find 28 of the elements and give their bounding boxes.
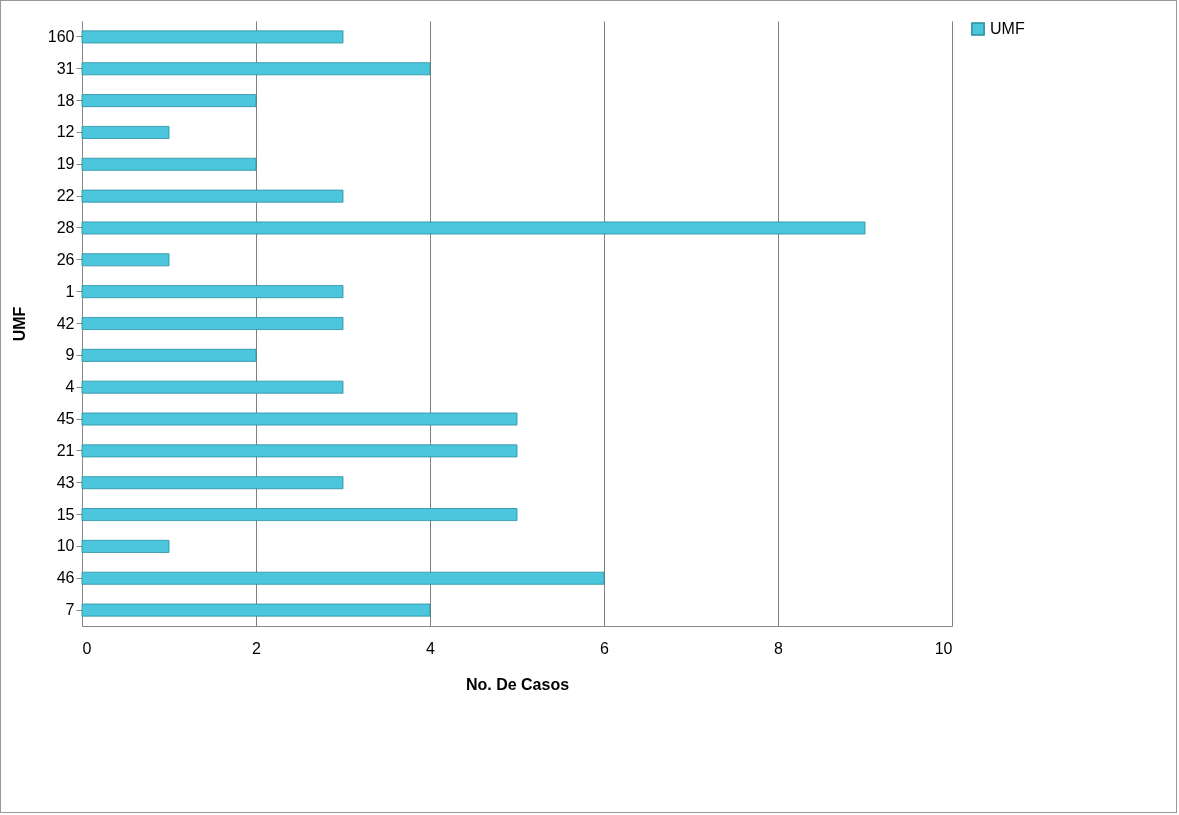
y-tick-label: 10 (56, 537, 75, 555)
y-tick-label: 22 (56, 187, 75, 205)
y-tick-label: 31 (56, 59, 75, 77)
y-tick-label: 7 (65, 601, 75, 619)
y-tick-label: 160 (47, 27, 75, 45)
x-tick-label: 4 (426, 639, 436, 657)
y-tick-label: 45 (56, 410, 75, 428)
y-tick-label: 18 (56, 91, 75, 109)
y-tick-label: 46 (56, 569, 75, 587)
legend-label: UMF (990, 20, 1025, 37)
y-tick-label: 9 (65, 346, 75, 364)
y-axis-title: UMF (10, 306, 28, 342)
y-tick-label: 4 (65, 378, 75, 396)
x-tick-label: 6 (600, 639, 610, 657)
x-tick-label: 0 (82, 639, 92, 657)
y-tick-label: 15 (56, 505, 75, 523)
x-axis-title: No. De Casos (465, 675, 570, 693)
x-tick-label: 2 (252, 639, 262, 657)
y-tick-label: 42 (56, 314, 75, 332)
y-tick-label: 12 (56, 123, 75, 141)
y-tick-label: 43 (56, 473, 75, 491)
x-tick-label: 10 (934, 639, 953, 657)
x-tick-label: 8 (774, 639, 784, 657)
y-tick-label: 26 (56, 250, 75, 268)
y-tick-label: 28 (56, 218, 75, 236)
y-tick-label: 21 (56, 441, 75, 459)
y-tick-label: 1 (65, 282, 75, 300)
y-tick-label: 19 (56, 155, 75, 173)
